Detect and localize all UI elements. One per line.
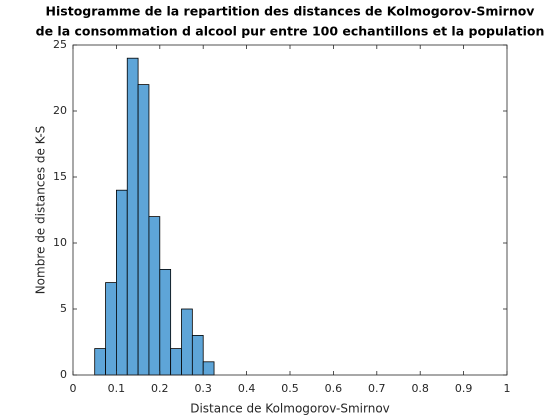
chart-title: Histogramme de la repartition des distan… [46,4,535,19]
bar [116,189,128,376]
x-tick-label: 0.9 [455,382,473,395]
chart-title: de la consommation d alcool pur entre 10… [36,24,545,39]
y-tick-label: 15 [53,170,67,183]
x-tick-label: 0.2 [151,382,169,395]
x-tick-label: 0.8 [411,382,429,395]
x-tick-label: 0.6 [325,382,343,395]
y-tick-label: 10 [53,236,67,249]
y-tick-label: 0 [60,368,67,381]
x-tick-label: 0.4 [238,382,256,395]
y-axis-label: Nombre de distances de K-S [34,126,48,295]
bar [191,334,204,376]
x-tick-label: 0 [70,382,77,395]
bar [202,361,215,376]
x-tick-label: 0.5 [281,382,299,395]
bar [126,57,139,376]
y-tick-label: 20 [53,104,67,117]
bar [137,84,150,376]
bar [170,348,182,376]
bar [181,308,193,376]
x-tick-label: 0.1 [108,382,126,395]
y-tick-label: 5 [60,302,67,315]
bar [94,348,106,376]
x-axis-label: Distance de Kolmogorov-Smirnov [190,402,390,416]
x-tick-label: 1 [504,382,511,395]
bar [159,268,172,376]
x-tick-label: 0.3 [194,382,212,395]
x-tick-label: 0.7 [368,382,386,395]
y-tick-label: 25 [53,38,67,51]
bar [105,282,117,376]
bar [148,216,161,376]
